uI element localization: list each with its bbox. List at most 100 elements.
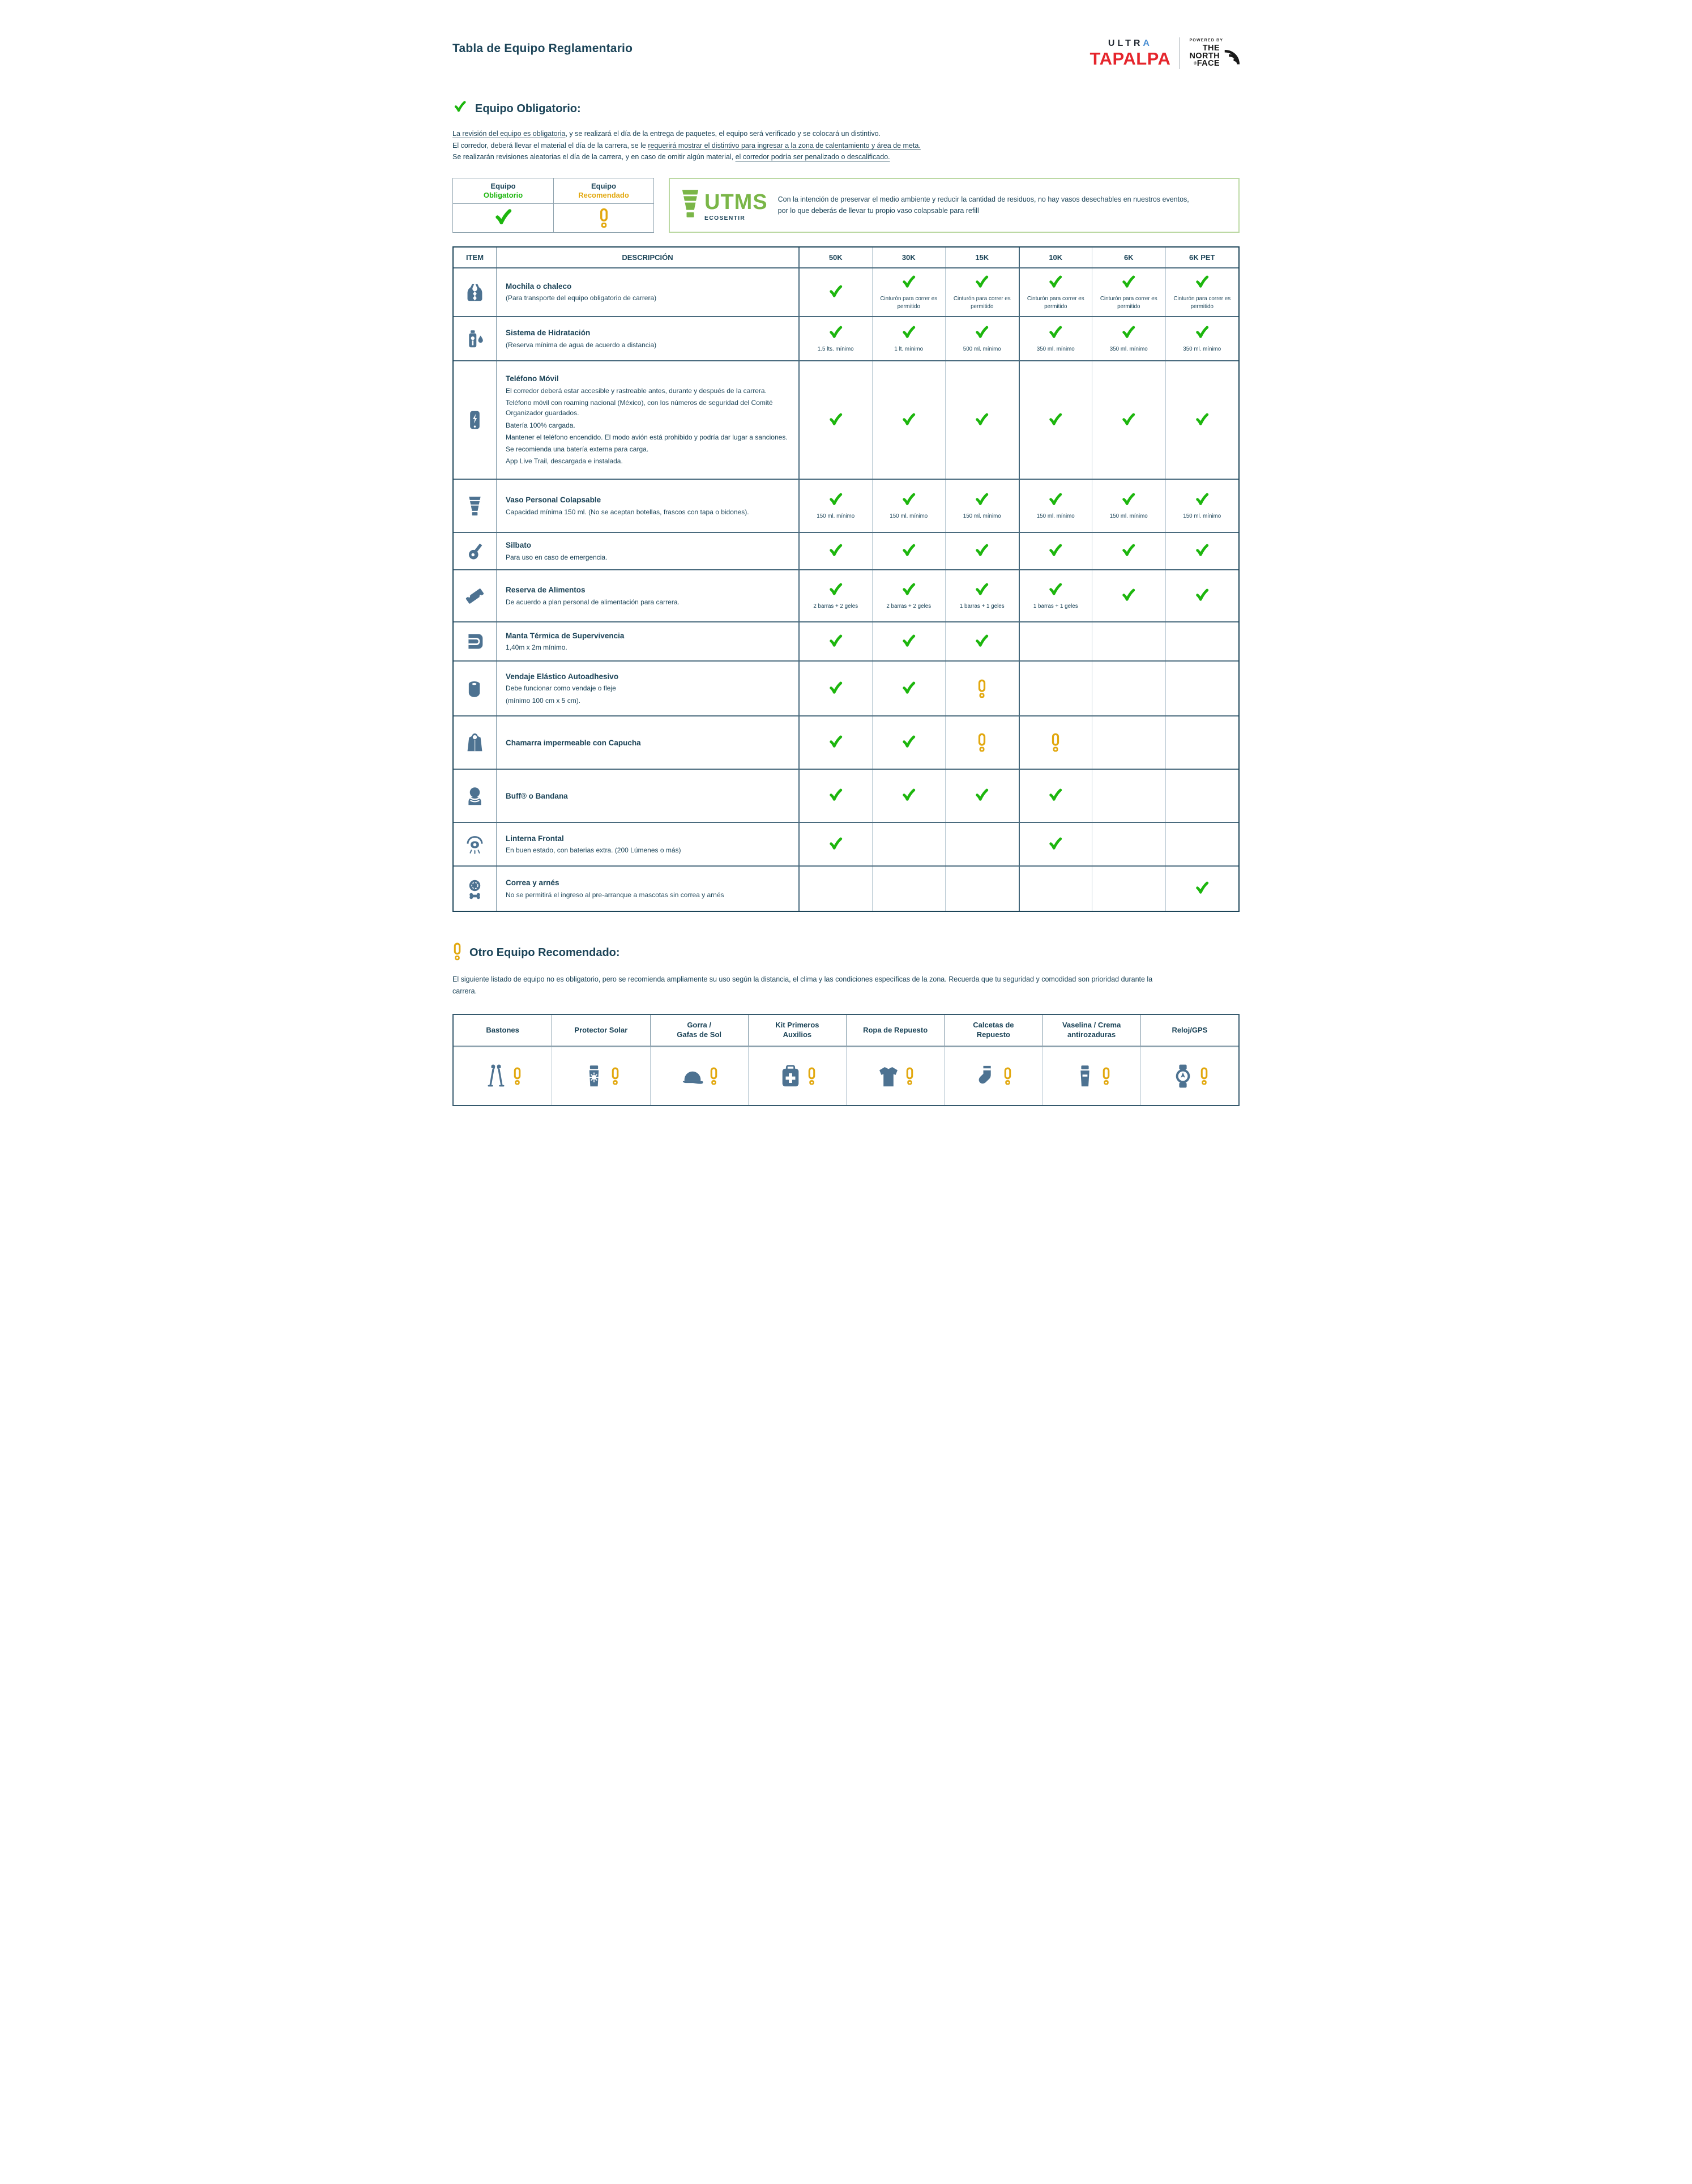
- warning-exclamation-icon: [710, 1067, 717, 1085]
- column-header-label: 50K: [828, 253, 843, 262]
- checkmark-icon: [1049, 544, 1062, 557]
- column-header-label: ITEM: [465, 253, 484, 262]
- column-header-label: 30K: [901, 253, 916, 262]
- distance-cell: [1092, 533, 1165, 570]
- distance-cell: [871, 361, 946, 479]
- cell-note: 350 ml. mínimo: [1109, 346, 1148, 353]
- checkmark-icon: [902, 583, 915, 595]
- recommended-column-label-line: Bastones: [486, 1025, 519, 1034]
- distance-cell: [1165, 662, 1239, 716]
- distance-cell: [1018, 662, 1092, 716]
- checkmark-icon: [829, 544, 842, 557]
- distance-cell: [798, 823, 872, 866]
- item-title: Vendaje Elástico Autoadhesivo: [506, 672, 619, 681]
- distance-cell: [798, 662, 872, 716]
- cap-icon: [682, 1071, 703, 1084]
- brand-logos: ULTRA TAPALPA POWERED BY THE NORTH ®FACE: [1089, 37, 1240, 69]
- item-description-line: Batería 100% cargada.: [506, 421, 575, 429]
- cell-note: 2 barras + 2 geles: [813, 603, 858, 610]
- page-title: Tabla de Equipo Reglamentario: [452, 42, 633, 55]
- section-title: Equipo Obligatorio:: [475, 102, 581, 115]
- leash-harness-icon: [469, 880, 481, 899]
- checkmark-icon: [902, 275, 915, 288]
- cell-note: Cinturón para correr es permitido: [880, 296, 938, 310]
- checkmark-icon: [454, 101, 466, 112]
- distance-cell: 150 ml. mínimo: [1018, 480, 1092, 532]
- distance-cell: [945, 662, 1019, 716]
- distance-cell: [1092, 867, 1165, 911]
- checkmark-icon: [1122, 493, 1135, 505]
- checkmark-icon: [829, 413, 842, 425]
- underlined-text: La revisión del equipo es obligatoria: [452, 130, 566, 138]
- distance-cell: 350 ml. mínimo: [1018, 317, 1092, 361]
- elastic-bandage-icon: [468, 681, 480, 698]
- recommended-column-label-line: Kit Primeros: [775, 1021, 819, 1030]
- checkmark-icon: [902, 493, 915, 505]
- distance-cell: [1018, 622, 1092, 661]
- cell-note: 150 ml. mínimo: [890, 513, 928, 520]
- check-slot-heading: [452, 100, 468, 118]
- north-face-logo: POWERED BY THE NORTH ®FACE: [1189, 39, 1240, 68]
- table-row: Manta Térmica de Supervivencia 1,40m x 2m…: [454, 621, 1238, 661]
- recommended-column-label-line: Gafas de Sol: [677, 1030, 721, 1039]
- eco-box: UTMS ECOSENTIR Con la intención de prese…: [669, 177, 1240, 233]
- item-description-cell: Correa y arnés No se permitirá el ingreso…: [496, 867, 798, 911]
- item-description-cell: Manta Térmica de Supervivencia 1,40m x 2m…: [496, 622, 798, 661]
- warning-exclamation-icon: [906, 1067, 913, 1085]
- checkmark-icon: [829, 788, 842, 801]
- checkmark-icon: [902, 413, 915, 425]
- distance-cell: [798, 716, 872, 769]
- anti-chafing-cream-icon: [1080, 1065, 1089, 1087]
- item-icon-cell: [454, 361, 496, 479]
- recommended-column-header: Bastones: [454, 1015, 552, 1046]
- distance-cell: Cinturón para correr es permitido: [1165, 268, 1239, 317]
- buff-bandana-icon: [468, 787, 481, 805]
- cell-note: 150 ml. mínimo: [1036, 513, 1075, 520]
- item-icon-cell: [454, 867, 496, 911]
- first-aid-kit-icon: [782, 1065, 799, 1087]
- column-header-label: 15K: [975, 253, 989, 262]
- item-description-cell: Vendaje Elástico Autoadhesivo Debe funcio…: [496, 662, 798, 716]
- checkmark-icon: [976, 788, 989, 801]
- checkmark-icon: [1195, 588, 1208, 602]
- recommended-column-label-line: Reloj/GPS: [1172, 1025, 1208, 1034]
- recommended-item-cell: [944, 1047, 1042, 1106]
- cell-note: 350 ml. mínimo: [1036, 346, 1075, 353]
- distance-cell: 150 ml. mínimo: [798, 480, 872, 532]
- cell-note: 150 ml. mínimo: [963, 513, 1001, 520]
- distance-cell: [1165, 770, 1239, 822]
- column-header-label: 6K: [1123, 253, 1134, 262]
- warning-exclamation-icon: [1200, 1067, 1208, 1085]
- checkmark-icon: [829, 326, 842, 338]
- table-row: Silbato Para uso en caso de emergencia.: [454, 532, 1238, 570]
- item-icon-cell: [454, 268, 496, 316]
- item-icon-cell: [454, 662, 496, 715]
- cell-note: 1 lt. mínimo: [894, 346, 924, 353]
- item-description-line: En buen estado, con baterias extra. (200…: [506, 846, 681, 855]
- paragraph-line: La revisión del equipo es obligatoria, y…: [452, 128, 1240, 140]
- checkmark-icon: [829, 681, 842, 694]
- underlined-text: el corredor podría ser penalizado o desc…: [735, 153, 890, 161]
- distance-cell: [1018, 716, 1092, 769]
- legend-table: Equipo Obligatorio Equipo Recomendado: [452, 177, 654, 233]
- item-description-cell: Linterna Frontal En buen estado, con bate…: [496, 823, 798, 866]
- item-description-cell: Reserva de Alimentos De acuerdo a plan pe…: [496, 570, 798, 622]
- recommended-column-label-line: Repuesto: [976, 1030, 1010, 1039]
- item-icon-cell: [454, 716, 496, 769]
- checkmark-icon: [902, 544, 915, 557]
- item-description-line: Mantener el teléfono encendido. El modo …: [506, 433, 788, 441]
- sunscreen-icon: [589, 1065, 599, 1087]
- whistle-icon: [468, 543, 482, 560]
- recomendado-paragraph: El siguiente listado de equipo no es obl…: [452, 975, 1153, 995]
- checkmark-icon: [829, 634, 842, 647]
- checkmark-icon: [976, 634, 989, 647]
- distance-cell: 150 ml. mínimo: [1092, 480, 1165, 532]
- item-description-line: 1,40m x 2m mínimo.: [506, 643, 567, 652]
- warning-exclamation-icon: [1005, 1067, 1011, 1085]
- item-description-line: (mínimo 100 cm x 5 cm).: [506, 696, 581, 705]
- recommended-item-cell: [1042, 1047, 1140, 1106]
- checkmark-icon: [829, 837, 842, 850]
- recommended-column-label-line: Auxilios: [783, 1030, 812, 1039]
- distance-cell: [1165, 570, 1239, 622]
- item-description-line: De acuerdo a plan personal de alimentaci…: [506, 598, 680, 606]
